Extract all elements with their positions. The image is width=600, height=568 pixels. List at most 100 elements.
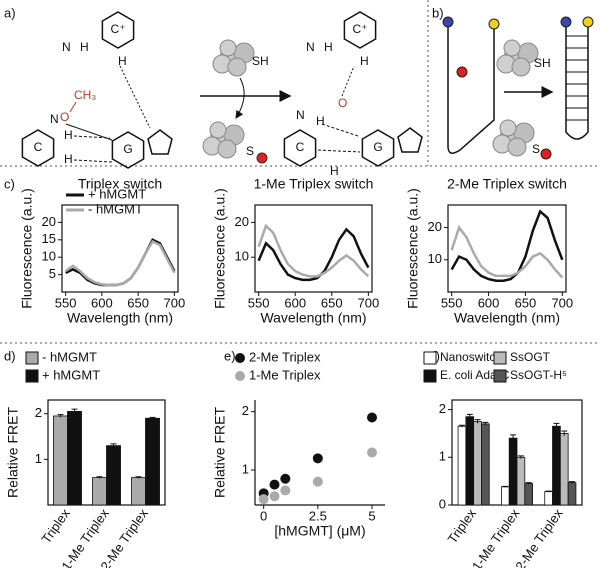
panel-label: d) — [4, 348, 16, 363]
bar — [53, 415, 68, 506]
bar — [92, 477, 107, 506]
protein — [212, 39, 255, 77]
x-axis-label: Wavelength (nm) — [67, 310, 173, 326]
panel-label: a) — [4, 5, 16, 20]
error-bar — [149, 416, 156, 420]
bar — [473, 421, 482, 506]
bar — [516, 456, 526, 506]
base-label: G — [123, 142, 132, 156]
point — [312, 453, 323, 464]
y-tick-label: 20 — [42, 214, 56, 229]
bar — [131, 477, 146, 506]
atom: H — [64, 128, 73, 142]
panel-label: e) — [224, 348, 236, 363]
atom: H — [64, 152, 73, 166]
x-tick-label: 550 — [441, 295, 463, 310]
y-axis-label: Fluorescence (a.u.) — [405, 188, 421, 309]
legend-swatch — [493, 351, 507, 365]
h-bond — [73, 135, 111, 139]
atom: H — [118, 54, 127, 68]
error-bar — [545, 490, 552, 493]
point — [367, 447, 377, 458]
legend-swatch — [25, 351, 39, 365]
methyl-dot — [540, 148, 552, 160]
y-tick-label: 20 — [235, 214, 249, 229]
point — [258, 494, 269, 505]
thioether: S — [532, 142, 540, 156]
x-tick-label: 650 — [515, 295, 537, 310]
y-axis-label: Relative FRET — [5, 407, 21, 498]
legend-label: + hMGMT — [42, 367, 100, 382]
legend-swatch — [493, 369, 507, 383]
line-series — [450, 224, 564, 279]
atom: H — [324, 40, 333, 54]
x-tick-label: 550 — [55, 295, 77, 310]
methyl-dot — [456, 66, 468, 78]
y-tick-label: 10 — [42, 249, 56, 264]
plot-frame — [61, 204, 179, 293]
bar — [457, 425, 467, 506]
bar — [67, 411, 82, 506]
atom: N — [62, 40, 71, 54]
x-tick-label: 2.5 — [309, 508, 327, 523]
y-axis-label: Fluorescence (a.u.) — [19, 188, 35, 309]
thiol: SH — [252, 54, 269, 68]
protein — [202, 121, 245, 159]
panel-b: b) SH S — [432, 5, 594, 160]
error-bar — [458, 424, 465, 428]
atom: H — [80, 40, 89, 54]
atom: H — [316, 114, 325, 128]
oxygen: O — [338, 96, 347, 110]
error-bar — [57, 414, 64, 418]
error-bar — [71, 408, 78, 414]
x-tick-label: 600 — [478, 295, 500, 310]
line-series — [257, 223, 370, 278]
point — [280, 485, 291, 496]
y-tick-label: 5 — [49, 266, 56, 281]
bar — [552, 425, 561, 506]
error-bar — [553, 422, 560, 430]
x-tick-label: 600 — [91, 295, 113, 310]
x-axis-label: Wavelength (nm) — [454, 310, 560, 326]
x-tick-label: 550 — [248, 295, 270, 310]
legend-label: Nanoswitch — [440, 350, 502, 364]
bar — [567, 482, 577, 506]
thiol: SH — [534, 56, 551, 70]
y-tick-label: 1 — [439, 449, 446, 464]
base-label: C⁺ — [111, 22, 126, 36]
point — [280, 473, 291, 484]
bar — [106, 445, 121, 506]
atom: N — [296, 108, 305, 122]
line-series — [65, 238, 176, 287]
protein — [492, 119, 535, 157]
y-axis-label: Relative FRET — [212, 407, 228, 498]
atom: N — [50, 112, 59, 126]
legend-label: E. coli Ada-C — [440, 368, 510, 382]
bar — [500, 486, 510, 506]
base-label: C — [296, 140, 305, 154]
protein — [496, 39, 539, 77]
dye — [442, 16, 454, 28]
point — [269, 491, 280, 502]
oxygen: O — [60, 110, 69, 124]
base-label: C⁺ — [353, 22, 368, 36]
chart-title: 1-Me Triplex switch — [254, 176, 374, 192]
error-bar — [96, 476, 103, 479]
bar — [544, 491, 553, 506]
base-pairs — [566, 35, 588, 121]
base-label: C — [34, 140, 43, 154]
line-series — [64, 239, 176, 287]
legend-swatch — [25, 369, 39, 383]
atom: H — [360, 54, 369, 68]
y-tick-label: 10 — [428, 251, 442, 266]
bar — [465, 416, 475, 506]
bar — [481, 423, 490, 506]
x-tick-label: 700 — [164, 295, 186, 310]
h-bond — [73, 159, 113, 163]
plot-frame — [254, 204, 373, 293]
error-bar — [510, 434, 517, 442]
y-tick-label: 1 — [35, 451, 42, 466]
x-tick-label: 0 — [260, 508, 267, 523]
